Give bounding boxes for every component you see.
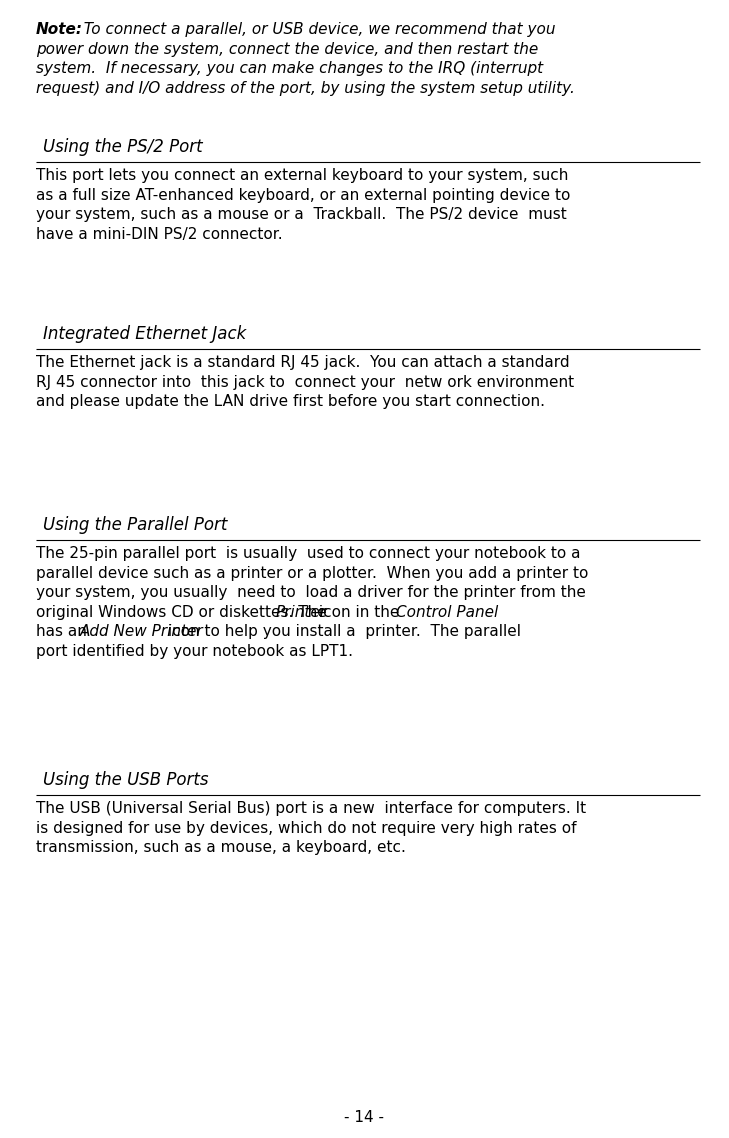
Text: has an: has an: [36, 624, 92, 640]
Text: This port lets you connect an external keyboard to your system, such: This port lets you connect an external k…: [36, 168, 569, 183]
Text: The USB (Universal Serial Bus) port is a new  interface for computers. It: The USB (Universal Serial Bus) port is a…: [36, 801, 586, 816]
Text: Control Panel: Control Panel: [396, 604, 499, 619]
Text: and please update the LAN drive first before you start connection.: and please update the LAN drive first be…: [36, 394, 545, 409]
Text: Printer: Printer: [276, 604, 327, 619]
Text: - 14 -: - 14 -: [345, 1110, 384, 1125]
Text: is designed for use by devices, which do not require very high rates of: is designed for use by devices, which do…: [36, 820, 577, 835]
Text: Using the USB Ports: Using the USB Ports: [43, 772, 208, 789]
Text: Integrated Ethernet Jack: Integrated Ethernet Jack: [43, 325, 246, 343]
Text: system.  If necessary, you can make changes to the IRQ (interrupt: system. If necessary, you can make chang…: [36, 61, 543, 76]
Text: request) and I/O address of the port, by using the system setup utility.: request) and I/O address of the port, by…: [36, 81, 575, 96]
Text: The Ethernet jack is a standard RJ 45 jack.  You can attach a standard: The Ethernet jack is a standard RJ 45 ja…: [36, 355, 569, 370]
Text: parallel device such as a printer or a plotter.  When you add a printer to: parallel device such as a printer or a p…: [36, 566, 588, 580]
Text: Using the PS/2 Port: Using the PS/2 Port: [43, 138, 203, 156]
Text: transmission, such as a mouse, a keyboard, etc.: transmission, such as a mouse, a keyboar…: [36, 840, 406, 855]
Text: icon in the: icon in the: [314, 604, 405, 619]
Text: original Windows CD or diskettes. The: original Windows CD or diskettes. The: [36, 604, 332, 619]
Text: Note:: Note:: [36, 22, 83, 38]
Text: your system, such as a mouse or a  Trackball.  The PS/2 device  must: your system, such as a mouse or a Trackb…: [36, 207, 566, 222]
Text: To connect a parallel, or USB device, we recommend that you: To connect a parallel, or USB device, we…: [74, 22, 555, 38]
Text: The 25-pin parallel port  is usually  used to connect your notebook to a: The 25-pin parallel port is usually used…: [36, 546, 580, 561]
Text: RJ 45 connector into  this jack to  connect your  netw ork environment: RJ 45 connector into this jack to connec…: [36, 374, 574, 389]
Text: port identified by your notebook as LPT1.: port identified by your notebook as LPT1…: [36, 643, 353, 659]
Text: your system, you usually  need to  load a driver for the printer from the: your system, you usually need to load a …: [36, 585, 586, 600]
Text: power down the system, connect the device, and then restart the: power down the system, connect the devic…: [36, 41, 538, 57]
Text: Add New Printer: Add New Printer: [80, 624, 203, 640]
Text: Using the Parallel Port: Using the Parallel Port: [43, 516, 227, 534]
Text: icon to help you install a  printer.  The parallel: icon to help you install a printer. The …: [163, 624, 521, 640]
Text: as a full size AT-enhanced keyboard, or an external pointing device to: as a full size AT-enhanced keyboard, or …: [36, 188, 570, 203]
Text: have a mini-DIN PS/2 connector.: have a mini-DIN PS/2 connector.: [36, 226, 283, 241]
